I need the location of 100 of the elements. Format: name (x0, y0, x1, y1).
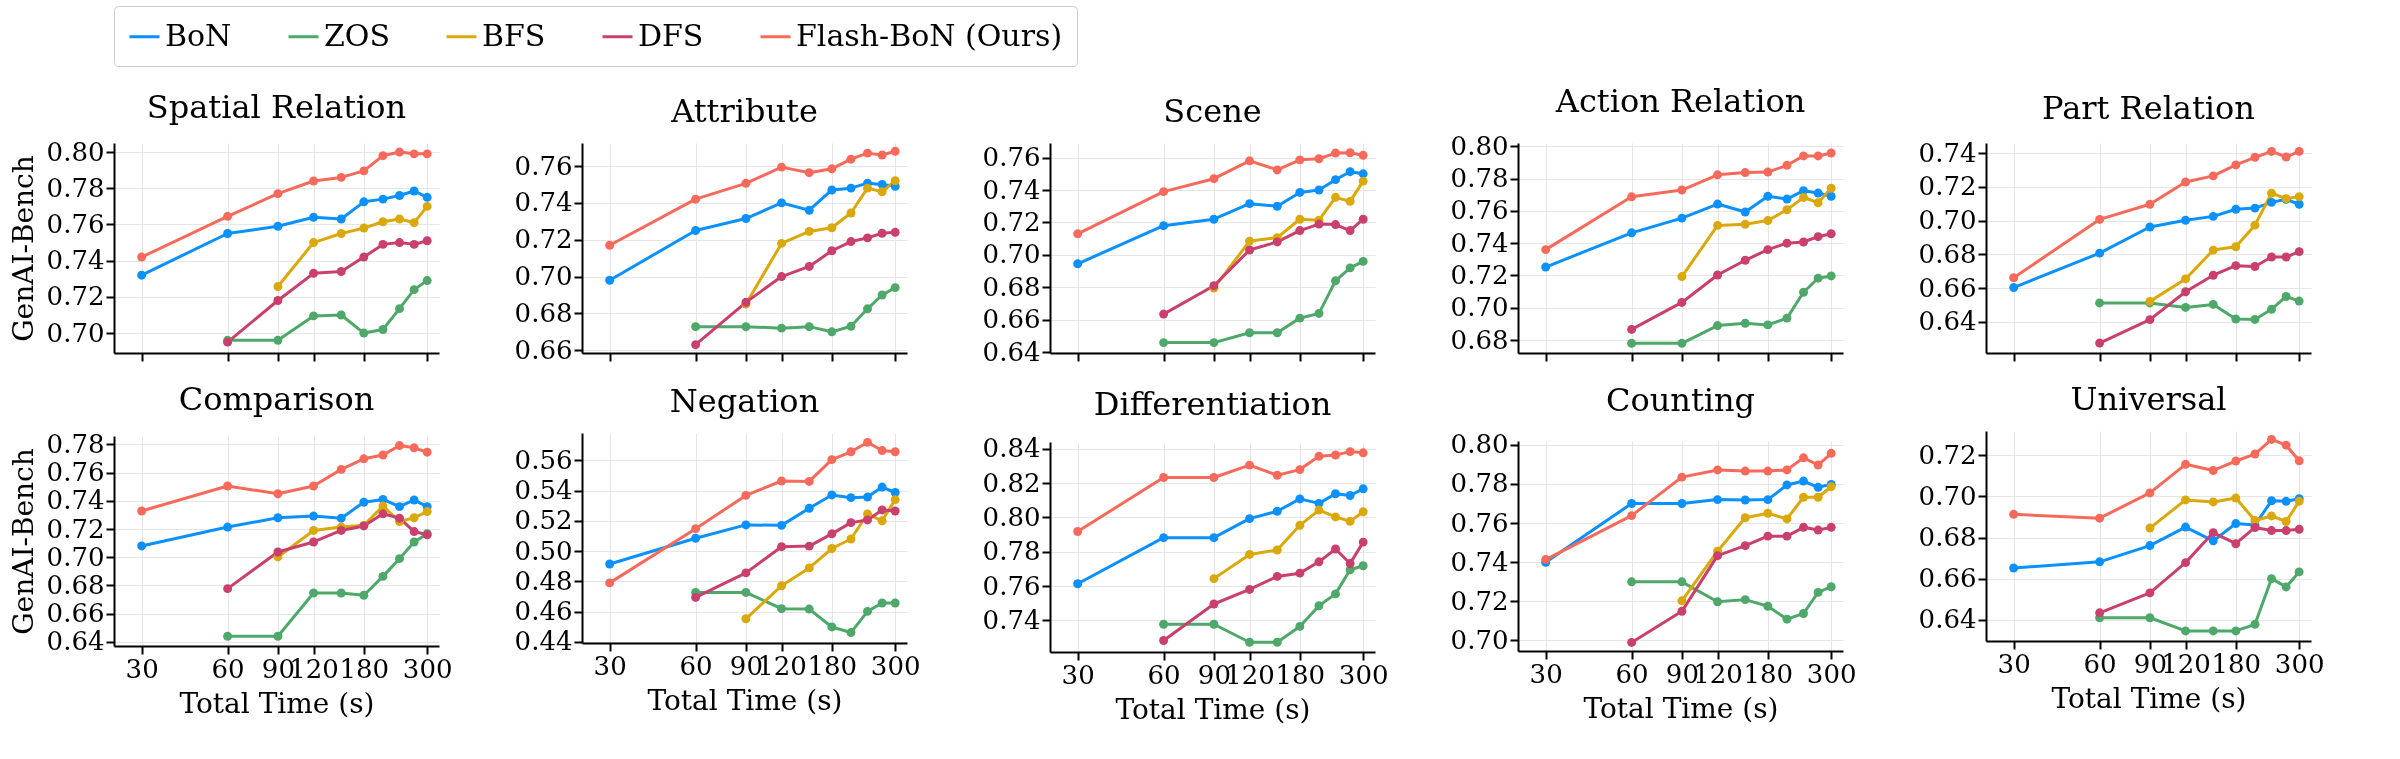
chart-title: Universal (2070, 380, 2227, 418)
x-tick-label: 60 (2083, 648, 2117, 679)
x-tick-label: 300 (2274, 648, 2325, 679)
y-tick-label: 0.74 (514, 187, 573, 218)
chart-title: Part Relation (2042, 89, 2255, 128)
chart-title: Negation (669, 382, 820, 420)
y-tick-label: 0.70 (1450, 292, 1509, 323)
y-tick-label: 0.78 (982, 536, 1041, 567)
y-tick-label: 0.74 (46, 245, 105, 276)
y-tick-label: 0.52 (514, 505, 573, 536)
y-tick-label: 0.50 (514, 535, 573, 566)
x-tick-label: 30 (1061, 659, 1095, 690)
y-tick-label: 0.76 (514, 150, 573, 181)
y-axis-title: GenAI-Bench (6, 448, 40, 635)
chart-title: Comparison (178, 380, 375, 419)
y-tick-label: 0.66 (46, 598, 105, 629)
y-tick-label: 0.64 (1918, 306, 1977, 337)
y-tick-label: 0.46 (514, 596, 573, 627)
y-tick-label: 0.72 (1450, 585, 1509, 616)
y-tick-label: 0.80 (1450, 429, 1509, 460)
y-tick-label: 0.70 (1450, 624, 1509, 655)
y-tick-label: 0.48 (514, 565, 573, 596)
y-tick-label: 0.66 (1918, 272, 1977, 303)
y-tick-label: 0.70 (46, 317, 105, 348)
y-tick-label: 0.76 (46, 208, 105, 239)
y-tick-label: 0.72 (982, 206, 1041, 237)
chart-title: Differentiation (1093, 384, 1332, 423)
x-tick-label: 60 (679, 650, 713, 681)
x-tick-label: 60 (1147, 659, 1181, 690)
y-tick-label: 0.76 (1450, 507, 1509, 538)
y-tick-label: 0.74 (1918, 137, 1977, 168)
y-tick-label: 0.72 (46, 513, 105, 544)
x-axis-title: Total Time (s) (2051, 681, 2247, 715)
chart-title: Action Relation (1554, 82, 1806, 121)
y-tick-label: 0.68 (982, 271, 1041, 302)
x-tick-label: 300 (1806, 658, 1857, 689)
y-tick-label: 0.72 (514, 224, 573, 255)
legend-label: BFS (482, 17, 546, 53)
y-tick-label: 0.64 (46, 626, 105, 657)
x-axis-title: Total Time (s) (647, 683, 843, 717)
x-axis-title: Total Time (s) (179, 686, 375, 720)
x-tick-label: 300 (1338, 659, 1389, 690)
y-tick-label: 0.68 (1918, 522, 1977, 553)
y-tick-label: 0.76 (46, 457, 105, 488)
x-tick-label: 30 (1997, 648, 2031, 679)
legend-label: BoN (165, 17, 232, 53)
y-tick-label: 0.70 (1918, 480, 1977, 511)
y-tick-label: 0.76 (1450, 195, 1509, 226)
y-tick-label: 0.78 (1450, 163, 1509, 194)
y-axis-title: GenAI-Bench (6, 155, 40, 342)
x-tick-label: 180 (807, 650, 858, 681)
y-tick-label: 0.72 (1918, 439, 1977, 470)
y-tick-label: 0.66 (1918, 563, 1977, 594)
y-tick-label: 0.66 (514, 334, 573, 365)
y-tick-label: 0.76 (982, 142, 1041, 173)
x-tick-label: 30 (1529, 658, 1563, 689)
x-tick-label: 300 (870, 650, 921, 681)
y-tick-label: 0.70 (1918, 205, 1977, 236)
y-tick-label: 0.80 (982, 501, 1041, 532)
legend-label: ZOS (324, 17, 390, 53)
y-tick-label: 0.70 (514, 261, 573, 292)
y-tick-label: 0.68 (1918, 238, 1977, 269)
y-tick-label: 0.78 (46, 172, 105, 203)
chart-title: Counting (1605, 380, 1756, 419)
y-tick-label: 0.54 (514, 475, 573, 506)
y-tick-label: 0.84 (982, 433, 1041, 464)
legend-label: DFS (638, 17, 704, 53)
y-tick-label: 0.68 (514, 297, 573, 328)
y-tick-label: 0.64 (1918, 604, 1977, 635)
y-tick-label: 0.64 (982, 336, 1041, 367)
y-tick-label: 0.72 (1450, 259, 1509, 290)
y-tick-label: 0.74 (982, 604, 1041, 635)
x-axis-title: Total Time (s) (1583, 691, 1779, 725)
x-tick-label: 180 (339, 653, 390, 684)
x-tick-label: 180 (1743, 658, 1794, 689)
y-tick-label: 0.82 (982, 467, 1041, 498)
chart-title: Scene (1163, 92, 1262, 130)
y-tick-label: 0.80 (1450, 130, 1509, 161)
y-tick-label: 0.56 (514, 444, 573, 475)
y-tick-label: 0.74 (1450, 546, 1509, 577)
x-tick-label: 30 (593, 650, 627, 681)
y-tick-label: 0.44 (514, 626, 573, 657)
y-tick-label: 0.74 (982, 174, 1041, 205)
x-tick-label: 30 (125, 653, 159, 684)
chart-title: Spatial Relation (146, 88, 407, 127)
y-tick-label: 0.78 (1450, 468, 1509, 499)
y-tick-label: 0.70 (982, 239, 1041, 270)
y-tick-label: 0.80 (46, 136, 105, 167)
y-tick-label: 0.78 (46, 428, 105, 459)
y-tick-label: 0.66 (982, 304, 1041, 335)
y-tick-label: 0.70 (46, 541, 105, 572)
y-tick-label: 0.72 (1918, 171, 1977, 202)
x-tick-label: 60 (1615, 658, 1649, 689)
legend-label: Flash-BoN (Ours) (796, 17, 1063, 53)
y-tick-label: 0.74 (46, 485, 105, 516)
x-tick-label: 60 (211, 653, 245, 684)
x-tick-label: 180 (1275, 659, 1326, 690)
y-tick-label: 0.72 (46, 281, 105, 312)
x-tick-label: 180 (2211, 648, 2262, 679)
chart-title: Attribute (670, 92, 818, 130)
